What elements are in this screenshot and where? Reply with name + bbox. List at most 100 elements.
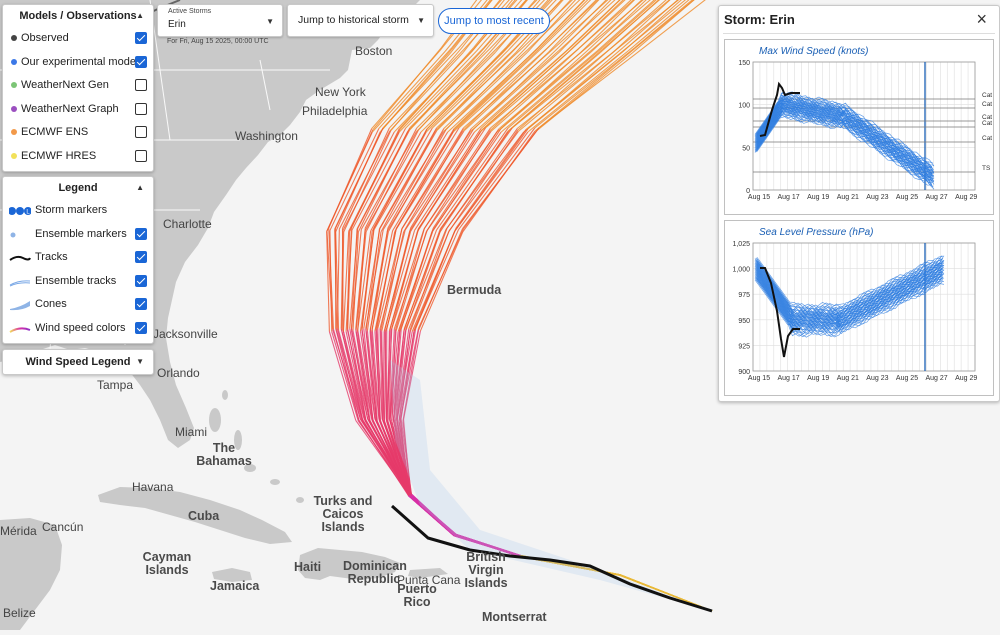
active-storms-select[interactable]: Active Storms Erin ▼ xyxy=(157,4,283,37)
model-checkbox[interactable] xyxy=(135,56,147,68)
model-row[interactable]: Observed xyxy=(3,27,153,51)
x-tick-label: Aug 25 xyxy=(896,194,918,201)
model-row[interactable]: ECMWF ENS xyxy=(3,121,153,145)
x-tick-label: Aug 25 xyxy=(896,375,918,382)
model-checkbox[interactable] xyxy=(135,79,147,91)
chart-title: Sea Level Pressure (hPa) xyxy=(759,227,874,238)
model-label: WeatherNext Graph xyxy=(21,103,119,115)
model-label: Observed xyxy=(21,32,69,44)
legend-checkbox[interactable] xyxy=(135,298,147,310)
x-tick-label: Aug 23 xyxy=(866,194,888,201)
y-tick-label: 50 xyxy=(742,145,750,152)
map-label: Miami xyxy=(175,425,207,439)
model-checkbox[interactable] xyxy=(135,126,147,138)
model-color-dot-icon xyxy=(11,129,17,135)
model-label: ECMWF HRES xyxy=(21,150,96,162)
map-label: Haiti xyxy=(294,561,321,574)
model-color-dot-icon xyxy=(11,106,17,112)
model-label: Our experimental model xyxy=(21,56,138,68)
legend-panel-header[interactable]: Legend ▲ xyxy=(3,177,153,199)
legend-row[interactable]: Wind speed colors xyxy=(3,317,153,341)
x-tick-label: Aug 23 xyxy=(866,375,888,382)
map-label: Charlotte xyxy=(163,217,212,231)
jump-to-most-recent-button[interactable]: Jump to most recent xyxy=(438,8,550,34)
legend-checkbox[interactable] xyxy=(135,251,147,263)
models-panel-header[interactable]: Models / Observations ▲ xyxy=(3,5,153,27)
model-checkbox[interactable] xyxy=(135,103,147,115)
model-label: ECMWF ENS xyxy=(21,126,88,138)
y-tick-label: 950 xyxy=(738,318,750,325)
legend-panel-title: Legend xyxy=(58,182,97,194)
y-tick-label: 150 xyxy=(738,60,750,67)
legend-checkbox[interactable] xyxy=(135,275,147,287)
historical-storm-select[interactable]: Jump to historical storm ▼ xyxy=(287,4,434,37)
models-panel-title: Models / Observations xyxy=(19,10,136,22)
expand-caret-icon[interactable]: ▼ xyxy=(136,350,144,374)
legend-row[interactable]: Tracks xyxy=(3,246,153,270)
model-color-dot-icon xyxy=(11,82,17,88)
model-row[interactable]: Our experimental model xyxy=(3,51,153,75)
active-storms-label: Active Storms xyxy=(168,8,211,15)
map-label: The Bahamas xyxy=(195,442,253,468)
collapse-caret-icon[interactable]: ▲ xyxy=(136,5,144,27)
map-label: Belize xyxy=(3,606,36,620)
map-label: Puerto Rico xyxy=(388,583,446,609)
model-color-dot-icon xyxy=(11,59,17,65)
model-color-dot-icon xyxy=(11,153,17,159)
legend-label: Storm markers xyxy=(35,204,107,216)
model-checkbox[interactable] xyxy=(135,150,147,162)
dropdown-arrow-icon: ▼ xyxy=(266,17,274,26)
active-storm-value: Erin xyxy=(168,19,186,30)
wind-speed-legend-title: Wind Speed Legend xyxy=(25,356,130,368)
map-label: Boston xyxy=(355,44,392,58)
x-tick-label: Aug 29 xyxy=(955,194,977,201)
category-label: Cat 2 xyxy=(982,120,993,127)
map-label: Mérida xyxy=(0,524,37,538)
category-label: Cat 5 xyxy=(982,92,993,99)
map-label: Orlando xyxy=(157,366,200,380)
model-checkbox[interactable] xyxy=(135,32,147,44)
x-tick-label: Aug 15 xyxy=(748,194,770,201)
forecast-time: For Fri, Aug 15 2025, 00:00 UTC xyxy=(167,38,269,45)
legend-checkbox[interactable] xyxy=(135,322,147,334)
models-panel: Models / Observations ▲ Observed Our expe… xyxy=(2,4,154,172)
historical-storm-label: Jump to historical storm xyxy=(298,14,409,26)
legend-row[interactable]: Ensemble tracks xyxy=(3,270,153,294)
x-tick-label: Aug 15 xyxy=(748,375,770,382)
legend-row[interactable]: Ensemble markers xyxy=(3,223,153,247)
close-icon[interactable]: × xyxy=(976,9,987,30)
legend-label: Ensemble tracks xyxy=(35,275,116,287)
model-row[interactable]: ECMWF HRES xyxy=(3,145,153,169)
map-label: Cancún xyxy=(42,520,83,534)
legend-label: Cones xyxy=(35,298,67,310)
model-row[interactable]: WeatherNext Gen xyxy=(3,74,153,98)
model-label: WeatherNext Gen xyxy=(21,79,109,91)
x-tick-label: Aug 29 xyxy=(955,375,977,382)
map-label: Philadelphia xyxy=(302,104,367,118)
x-tick-label: Aug 17 xyxy=(778,375,800,382)
y-tick-label: 975 xyxy=(738,292,750,299)
wind-speed-legend-toggle[interactable]: Wind Speed Legend ▼ xyxy=(2,349,154,375)
x-tick-label: Aug 27 xyxy=(926,194,948,201)
model-row[interactable]: WeatherNext Graph xyxy=(3,98,153,122)
collapse-caret-icon[interactable]: ▲ xyxy=(136,177,144,199)
y-tick-label: 100 xyxy=(738,103,750,110)
x-tick-label: Aug 19 xyxy=(807,375,829,382)
map-label: Bermuda xyxy=(447,284,501,297)
y-tick-label: 1,025 xyxy=(732,241,750,248)
x-tick-label: Aug 27 xyxy=(926,375,948,382)
legend-row[interactable]: Cones xyxy=(3,293,153,317)
map-label: Montserrat xyxy=(482,611,547,624)
x-tick-label: Aug 19 xyxy=(807,194,829,201)
x-tick-label: Aug 21 xyxy=(837,194,859,201)
storm-panel-title: Storm: Erin xyxy=(724,12,795,27)
map-label: Havana xyxy=(132,480,173,494)
legend-checkbox[interactable] xyxy=(135,228,147,240)
x-tick-label: Aug 21 xyxy=(837,375,859,382)
legend-label: Ensemble markers xyxy=(35,228,127,240)
